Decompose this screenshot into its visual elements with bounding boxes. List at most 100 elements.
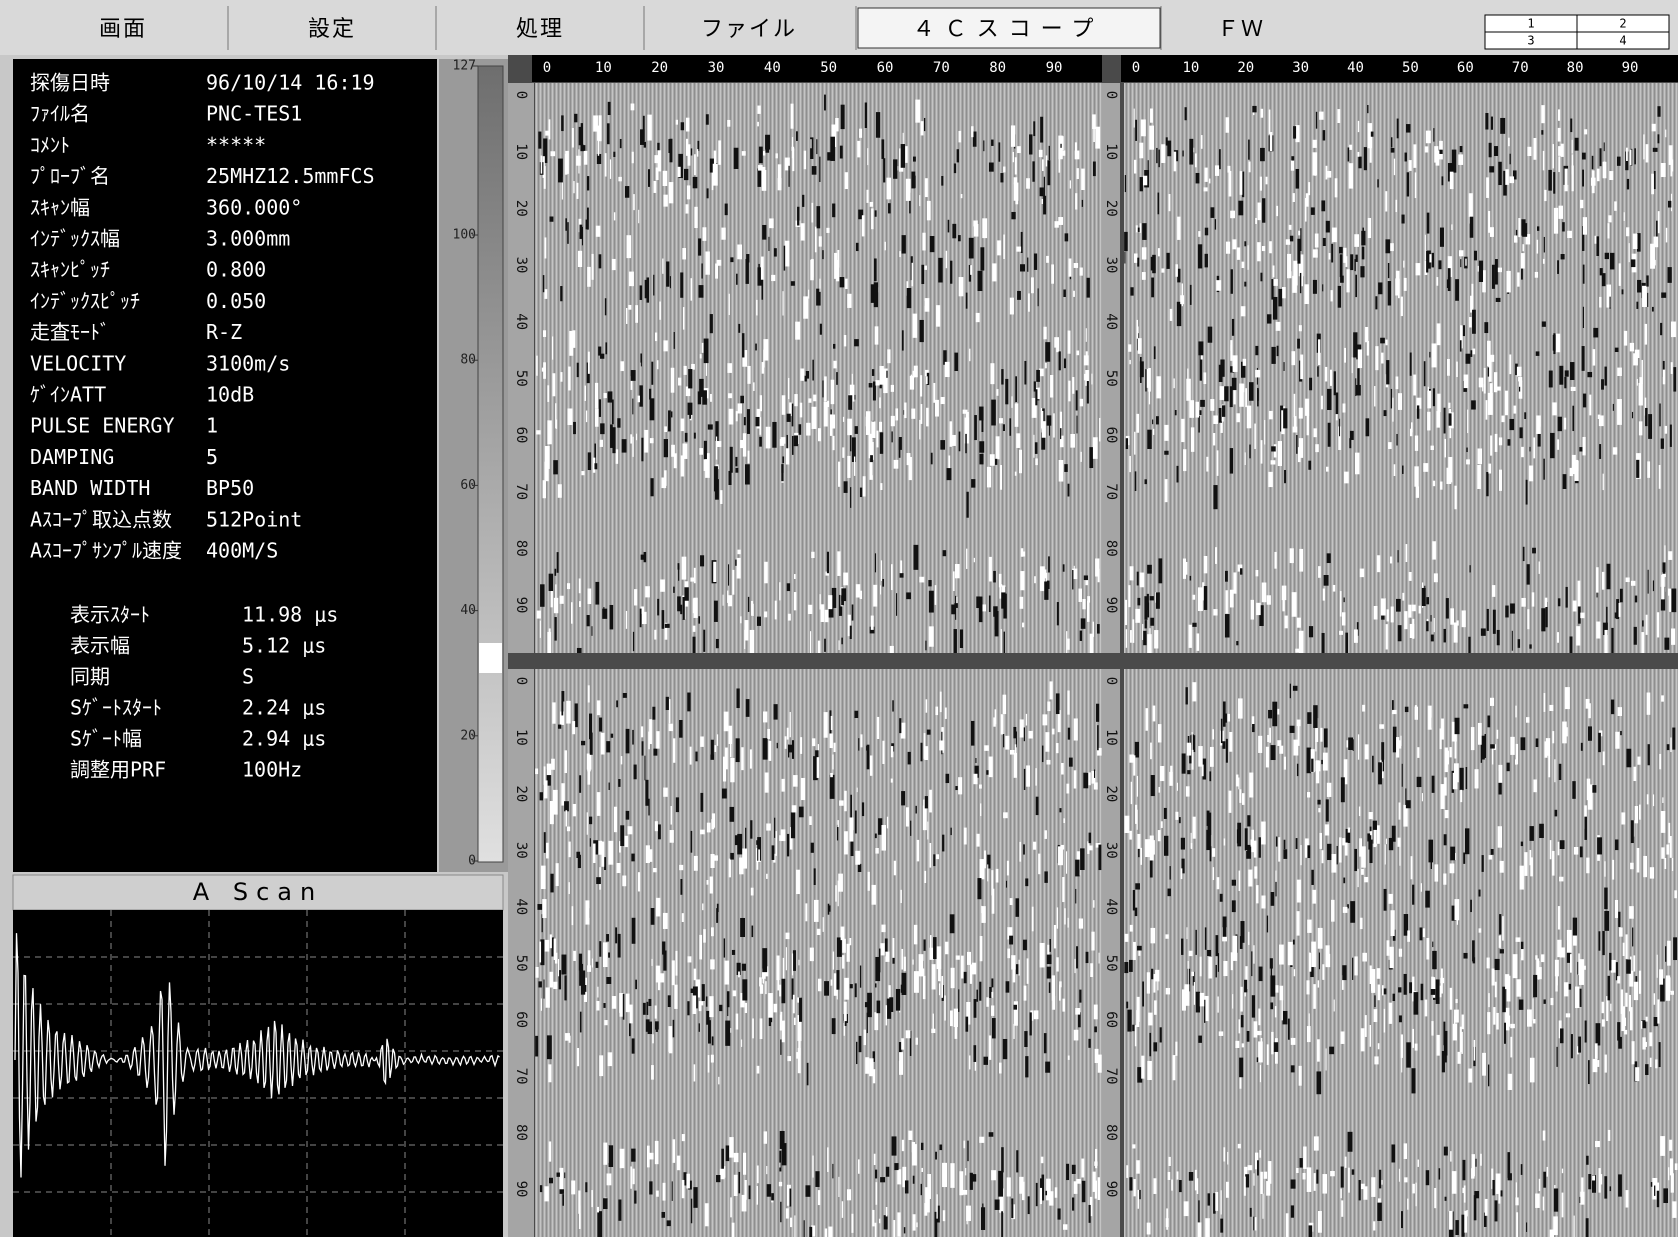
layout-button[interactable]: 3 <box>1527 34 1534 48</box>
scan-speckle <box>629 1005 632 1024</box>
menu-item[interactable]: 画面 <box>99 17 147 42</box>
scan-speckle <box>1248 1165 1253 1170</box>
scan-speckle <box>1198 1200 1199 1226</box>
scan-speckle <box>1343 878 1345 884</box>
scan-speckle <box>1432 776 1435 793</box>
scan-speckle <box>969 1055 970 1069</box>
scan-speckle <box>1380 338 1385 344</box>
y-tick-label: 60 <box>513 427 529 444</box>
scan-speckle <box>1323 130 1326 140</box>
scan-speckle <box>961 194 963 198</box>
scan-speckle <box>1459 250 1464 256</box>
color-scale-marker <box>479 643 502 673</box>
scan-speckle <box>760 395 762 411</box>
scan-speckle <box>549 972 553 988</box>
scan-speckle <box>612 399 614 424</box>
scan-speckle <box>1343 403 1346 412</box>
scan-speckle <box>591 626 592 636</box>
scan-speckle <box>1309 378 1312 391</box>
scan-speckle <box>1150 836 1154 861</box>
scan-speckle <box>956 955 960 959</box>
layout-button[interactable]: 2 <box>1619 17 1626 31</box>
scan-speckle <box>906 149 907 155</box>
scan-speckle <box>1253 1173 1254 1185</box>
scan-speckle <box>1315 234 1319 248</box>
scan-speckle <box>1245 828 1248 850</box>
scan-speckle <box>620 361 624 371</box>
scan-speckle <box>835 885 837 901</box>
scan-speckle <box>1558 598 1560 606</box>
scan-speckle <box>1070 180 1071 188</box>
menu-item[interactable]: 処理 <box>516 17 564 42</box>
timing-label: 調整用PRF <box>70 758 166 782</box>
scan-speckle <box>1348 737 1353 750</box>
scan-speckle <box>1605 1055 1607 1073</box>
scan-speckle <box>1186 379 1191 401</box>
scan-speckle <box>1294 394 1296 417</box>
scan-speckle <box>1497 730 1499 739</box>
scan-speckle <box>1147 430 1151 449</box>
scan-speckle <box>1267 735 1269 742</box>
scan-speckle <box>1657 955 1658 978</box>
scan-speckle <box>1639 377 1642 399</box>
menu-item[interactable]: ４Ｃスコープ <box>913 17 1104 42</box>
scan-speckle <box>1198 341 1203 355</box>
scan-speckle <box>847 294 851 308</box>
scan-speckle <box>812 203 814 223</box>
scan-speckle <box>1213 433 1215 445</box>
scan-speckle <box>792 404 794 427</box>
scan-speckle <box>641 357 642 367</box>
scan-speckle <box>628 305 631 310</box>
scan-speckle <box>599 941 601 957</box>
scan-speckle <box>599 115 602 141</box>
scan-speckle <box>1096 704 1099 722</box>
scan-speckle <box>1003 812 1008 818</box>
scan-speckle <box>774 704 778 719</box>
scan-speckle <box>1665 130 1666 138</box>
scan-speckle <box>1591 178 1596 186</box>
scan-speckle <box>1471 284 1473 308</box>
scan-speckle <box>578 1190 580 1213</box>
scan-speckle <box>1527 1009 1532 1026</box>
menu-item[interactable]: ファイル <box>701 17 797 42</box>
scan-speckle <box>1010 750 1015 755</box>
scan-speckle <box>691 831 693 853</box>
scan-speckle <box>1251 839 1253 846</box>
scan-speckle <box>1492 265 1495 289</box>
scan-speckle <box>1656 1183 1659 1191</box>
scan-speckle <box>632 1038 635 1053</box>
menu-item[interactable]: ＦＷ <box>1217 17 1265 42</box>
scan-speckle <box>1219 408 1222 423</box>
scan-speckle <box>722 789 727 799</box>
scan-speckle <box>1137 258 1139 267</box>
scan-speckle <box>626 811 630 820</box>
scan-speckle <box>700 354 702 358</box>
scan-speckle <box>1495 1200 1498 1221</box>
scan-speckle <box>753 382 754 391</box>
scan-speckle <box>962 1190 967 1195</box>
scan-speckle <box>1610 1186 1611 1191</box>
scan-speckle <box>1047 581 1050 589</box>
scan-speckle <box>1354 956 1357 975</box>
scan-speckle <box>1465 828 1469 854</box>
scan-speckle <box>1343 907 1348 913</box>
scan-speckle <box>557 1173 560 1177</box>
scan-speckle <box>1318 566 1321 578</box>
scan-speckle <box>1283 408 1287 428</box>
scan-speckle <box>728 595 732 606</box>
scan-speckle <box>1572 406 1574 431</box>
menu-item[interactable]: 設定 <box>308 17 356 42</box>
scan-speckle <box>875 983 877 987</box>
scan-speckle <box>901 1038 904 1049</box>
scan-speckle <box>1325 824 1329 835</box>
scan-speckle <box>869 1058 873 1076</box>
layout-button[interactable]: 1 <box>1527 17 1534 31</box>
scan-speckle <box>840 146 843 159</box>
scan-speckle <box>1156 592 1160 608</box>
scan-speckle <box>828 904 830 915</box>
layout-button[interactable]: 4 <box>1619 34 1626 48</box>
scan-speckle <box>1003 424 1005 431</box>
scan-speckle <box>884 1215 888 1229</box>
scan-speckle <box>1464 375 1468 389</box>
scan-speckle <box>1617 157 1621 166</box>
